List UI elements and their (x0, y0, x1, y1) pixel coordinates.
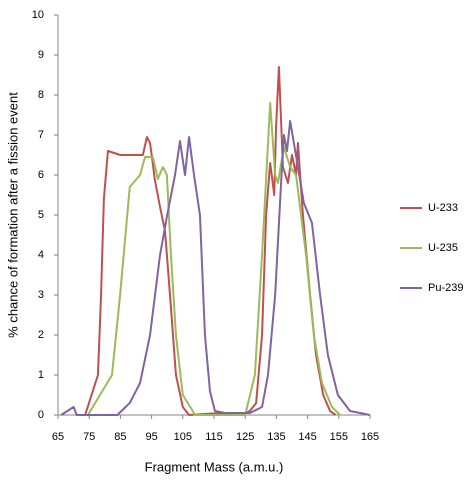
x-tick-label: 165 (361, 431, 379, 443)
y-tick-label: 10 (32, 9, 44, 21)
x-tick-label: 95 (145, 431, 157, 443)
y-tick-label: 0 (38, 409, 44, 421)
y-tick-label: 8 (38, 89, 44, 101)
x-tick-label: 115 (205, 431, 223, 443)
y-tick-label: 9 (38, 49, 44, 61)
x-tick-label: 125 (236, 431, 254, 443)
y-tick-label: 7 (38, 129, 44, 141)
y-tick-label: 3 (38, 289, 44, 301)
y-tick-label: 5 (38, 209, 44, 221)
legend-label: Pu-239 (428, 282, 463, 294)
x-tick-label: 155 (330, 431, 348, 443)
x-tick-label: 65 (52, 431, 64, 443)
y-tick-label: 6 (38, 169, 44, 181)
legend-label: U-233 (428, 202, 458, 214)
x-axis-label: Fragment Mass (a.m.u.) (145, 459, 284, 474)
y-tick-label: 1 (38, 369, 44, 381)
series-line (60, 120, 371, 416)
series-line (87, 102, 341, 416)
x-tick-label: 135 (267, 431, 285, 443)
y-tick-label: 2 (38, 329, 44, 341)
legend-label: U-235 (428, 242, 458, 254)
x-tick-label: 85 (114, 431, 126, 443)
x-tick-label: 75 (83, 431, 95, 443)
x-tick-label: 105 (174, 431, 192, 443)
x-tick-label: 145 (298, 431, 316, 443)
y-axis-label: % chance of formation after a fission ev… (5, 92, 20, 338)
y-tick-label: 4 (38, 249, 44, 261)
